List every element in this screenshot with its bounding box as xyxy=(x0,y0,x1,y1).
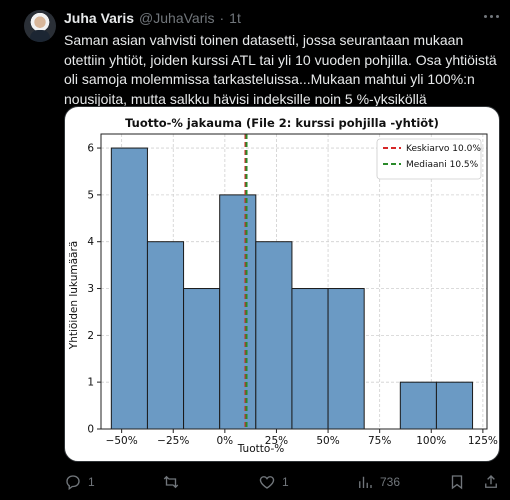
tweet-media-chart[interactable]: Tuotto-% jakauma (File 2: kurssi pohjill… xyxy=(64,106,500,462)
histogram-bar xyxy=(183,288,221,430)
histogram-bar xyxy=(435,381,474,430)
histogram-bar xyxy=(219,194,257,430)
retweet-icon xyxy=(163,475,179,489)
histogram-bar xyxy=(327,288,365,430)
x-tick-label: 125% xyxy=(468,435,498,447)
x-tick-label: 25% xyxy=(265,435,288,447)
author-name[interactable]: Juha Varis xyxy=(64,10,135,26)
share-button[interactable] xyxy=(482,473,500,491)
x-axis-label: Tuotto-% xyxy=(237,443,285,455)
tweet-time[interactable]: 1t xyxy=(229,10,241,26)
share-icon xyxy=(485,475,497,488)
y-tick-label: 1 xyxy=(87,377,94,389)
histogram-bar xyxy=(291,288,329,430)
x-tick-label: 75% xyxy=(368,435,391,447)
y-tick-label: 0 xyxy=(87,424,94,436)
x-tick-label: −25% xyxy=(157,435,189,447)
views-icon xyxy=(359,476,372,488)
tweet-text: Saman asian vahvisti toinen datasetti, j… xyxy=(64,32,497,107)
y-tick-label: 4 xyxy=(87,236,94,248)
heart-icon xyxy=(259,476,275,489)
histogram-bar xyxy=(399,381,437,430)
x-tick-label: −50% xyxy=(106,435,138,447)
author-handle[interactable]: @JuhaVaris xyxy=(139,10,215,26)
legend-entry: Mediaani 10.5% xyxy=(406,160,479,170)
histogram-chart: Tuotto-% jakauma (File 2: kurssi pohjill… xyxy=(68,116,498,455)
y-tick-label: 6 xyxy=(87,143,94,155)
more-icon[interactable] xyxy=(480,7,502,25)
views-count: 736 xyxy=(380,475,401,489)
y-tick-label: 2 xyxy=(87,330,94,342)
bookmark-icon xyxy=(451,475,463,490)
separator-dot: · xyxy=(219,10,225,26)
legend-entry: Keskiarvo 10.0% xyxy=(406,144,481,154)
plot-frame xyxy=(100,133,488,430)
legend-box xyxy=(376,138,482,180)
histogram-bar xyxy=(110,147,148,430)
x-tick-label: 0% xyxy=(217,435,234,447)
histogram-bar xyxy=(255,241,293,430)
histogram-bar xyxy=(146,241,185,430)
reply-icon xyxy=(66,475,80,491)
like-count: 1 xyxy=(282,475,289,489)
reply-count: 1 xyxy=(88,475,95,489)
bookmark-button[interactable] xyxy=(448,473,466,491)
y-tick-label: 3 xyxy=(87,283,94,295)
like-button[interactable]: 1 xyxy=(258,473,289,491)
reply-button[interactable]: 1 xyxy=(64,473,95,491)
y-axis-label: Yhtiöiden lukumäärä xyxy=(68,241,80,350)
retweet-button[interactable] xyxy=(162,473,186,491)
x-tick-label: 50% xyxy=(316,435,339,447)
chart-title: Tuotto-% jakauma (File 2: kurssi pohjill… xyxy=(125,116,439,130)
views-button[interactable]: 736 xyxy=(356,473,400,491)
avatar[interactable] xyxy=(24,10,56,42)
tweet-actions: 1 1 736 xyxy=(64,470,500,494)
x-tick-label: 100% xyxy=(416,435,446,447)
y-tick-label: 5 xyxy=(87,189,94,201)
tweet-header: Juha Varis @JuhaVaris · 1t xyxy=(64,10,241,26)
